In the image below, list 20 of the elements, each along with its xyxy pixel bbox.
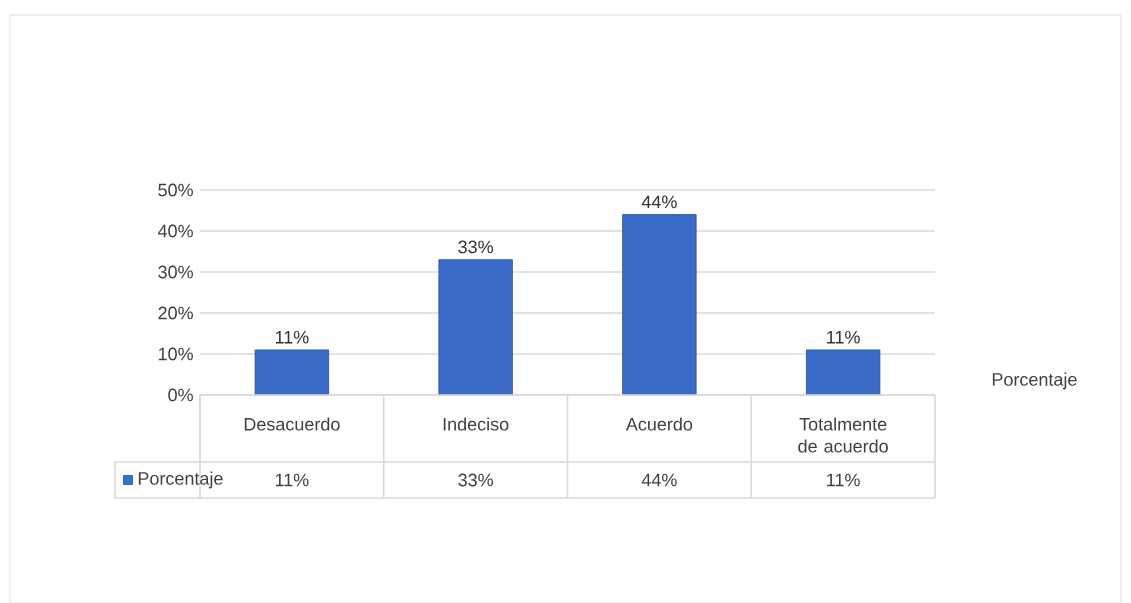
y-tick-label: 20% [158,306,193,320]
x-tick-label: Indeciso [443,417,509,431]
text: 33% [458,240,493,254]
data-label: 11% [275,473,309,487]
x-tick-label: Totalmente de acuerdo [798,417,888,453]
x-tick-label: Acuerdo [625,417,693,431]
data-label: 44% [641,473,677,487]
y-tick-label: 40% [157,224,193,238]
legend-label: Porcentaje [138,471,223,489]
y-tick-label: 50% [158,183,193,197]
x-tick-label: Desacuerdo [244,417,340,431]
text: 11% [275,330,309,344]
text: Porcentaje [992,372,1077,390]
data-label: 11% [827,473,860,487]
y-tick-label: 10% [158,347,193,361]
text: 11% [827,330,860,344]
y-tick-label: 0% [168,388,193,402]
y-tick-label: 30% [158,265,193,279]
text: 44% [641,195,677,208]
data-label: 33% [458,473,493,487]
